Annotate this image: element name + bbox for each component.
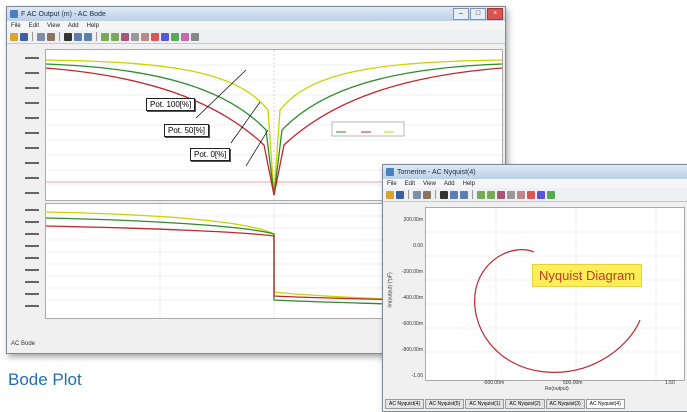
zoom-in-icon[interactable] [450, 190, 458, 199]
app-icon [10, 10, 18, 18]
nyquist-window-title: Tornerine - AC Nyquist(4) [397, 168, 476, 176]
series-pot-0 [45, 67, 503, 196]
menu-view[interactable]: View [47, 22, 60, 29]
zoom-in-icon[interactable] [74, 32, 82, 41]
magnitude-yaxis [21, 49, 43, 199]
app-icon [386, 168, 394, 176]
xtick: 500.00m [563, 380, 583, 386]
bode-titlebar[interactable]: F AC Output (m) - AC Bode – □ × [7, 7, 505, 21]
cursor2-icon[interactable] [487, 190, 495, 199]
measure-icon[interactable] [497, 190, 505, 199]
nyquist-titlebar[interactable]: Tornerine - AC Nyquist(4) [383, 165, 687, 179]
bode-menubar: File Edit View Add Help [7, 21, 505, 30]
ytick: -800.00m [401, 347, 423, 353]
maximize-button[interactable]: □ [470, 8, 486, 20]
circle-icon[interactable] [517, 190, 525, 199]
chart-red-icon[interactable] [151, 32, 159, 41]
menu-add[interactable]: Add [443, 180, 455, 187]
paste-icon[interactable] [423, 190, 431, 199]
wave-icon[interactable] [131, 32, 139, 41]
menu-file[interactable]: File [11, 22, 21, 29]
nyquist-svg [426, 208, 684, 380]
bode-window-title: F AC Output (m) - AC Bode [21, 10, 106, 18]
menu-edit[interactable]: Edit [404, 180, 416, 187]
nyquist-toolbar [383, 188, 687, 202]
callout-pot-50: Pot. 50[%] [164, 124, 209, 137]
wave-icon[interactable] [507, 190, 515, 199]
zoom-out-icon[interactable] [84, 32, 92, 41]
magnitude-svg [45, 50, 503, 200]
measure-icon[interactable] [121, 32, 129, 41]
ytick: 200.00m [403, 217, 423, 223]
grid-icon[interactable] [191, 32, 199, 41]
nyquist-xaxis: -500.00m 500.00m 1.50 Re(output) [425, 379, 683, 393]
bode-toolbar [7, 30, 505, 44]
nyquist-tabs: AC Nyquist(4) AC Nyquist(5) AC Nyquist(1… [385, 399, 625, 409]
ytick: -1.00 [411, 373, 423, 379]
chart-green-icon[interactable] [171, 32, 179, 41]
nyquist-window: Tornerine - AC Nyquist(4) File Edit View… [382, 164, 687, 412]
chart-blue-icon[interactable] [537, 190, 545, 199]
copy-icon[interactable] [413, 190, 421, 199]
nyquist-diagram-label: Nyquist Diagram [532, 264, 643, 287]
copy-icon[interactable] [37, 32, 45, 41]
tab-nyquist-5[interactable]: AC Nyquist(5) [425, 399, 465, 409]
menu-file[interactable]: File [387, 180, 397, 187]
cursor-icon[interactable] [101, 32, 109, 41]
open-icon[interactable] [10, 32, 18, 41]
callout-pot-100: Pot. 100[%] [146, 98, 196, 111]
ytick: -600.00m [401, 321, 423, 327]
ytick: -200.00m [401, 269, 423, 275]
open-icon[interactable] [386, 190, 394, 199]
menu-add[interactable]: Add [67, 22, 79, 29]
save-icon[interactable] [20, 32, 28, 41]
nyquist-yaxis: 200.00m 0.00 -200.00m -400.00m -600.00m … [385, 207, 425, 387]
save-icon[interactable] [396, 190, 404, 199]
chart-red-icon[interactable] [527, 190, 535, 199]
window-controls: – □ × [453, 8, 503, 20]
minimize-button[interactable]: – [453, 8, 469, 20]
bode-status: AC Bode [11, 341, 36, 347]
nyquist-curve [474, 249, 641, 373]
chart-blue-icon[interactable] [161, 32, 169, 41]
tab-nyquist-3[interactable]: AC Nyquist(3) [545, 399, 585, 409]
menu-view[interactable]: View [423, 180, 436, 187]
y-axis-label: Im(output) (*pF) [387, 272, 394, 308]
pointer-icon[interactable] [440, 190, 448, 199]
zoom-out-icon[interactable] [460, 190, 468, 199]
menu-help[interactable]: Help [86, 22, 99, 29]
paste-icon[interactable] [47, 32, 55, 41]
caption-bode-plot: Bode Plot [8, 370, 82, 389]
nyquist-plot[interactable]: Nyquist Diagram [425, 207, 685, 381]
tab-nyquist-4b[interactable]: AC Nyquist(4) [585, 399, 625, 409]
phase-yaxis [21, 203, 43, 317]
nyquist-menubar: File Edit View Add Help [383, 179, 687, 188]
xtick: 1.50 [665, 380, 675, 386]
cursor-icon[interactable] [477, 190, 485, 199]
x-axis-label: Re(output) [545, 386, 569, 392]
circle-icon[interactable] [141, 32, 149, 41]
pencil-icon[interactable] [181, 32, 189, 41]
ytick: 0.00 [413, 243, 423, 249]
callout-pot-0: Pot. 0[%] [190, 148, 231, 161]
tab-nyquist-4a[interactable]: AC Nyquist(4) [385, 399, 425, 409]
xtick: -500.00m [483, 380, 505, 386]
tab-nyquist-1[interactable]: AC Nyquist(1) [465, 399, 505, 409]
legend-box [331, 121, 405, 137]
close-button[interactable]: × [487, 8, 503, 20]
chart-green-icon[interactable] [547, 190, 555, 199]
menu-edit[interactable]: Edit [28, 22, 40, 29]
tab-nyquist-2[interactable]: AC Nyquist(2) [505, 399, 545, 409]
ytick: -400.00m [401, 295, 423, 301]
menu-help[interactable]: Help [462, 180, 475, 187]
pointer-icon[interactable] [64, 32, 72, 41]
cursor2-icon[interactable] [111, 32, 119, 41]
